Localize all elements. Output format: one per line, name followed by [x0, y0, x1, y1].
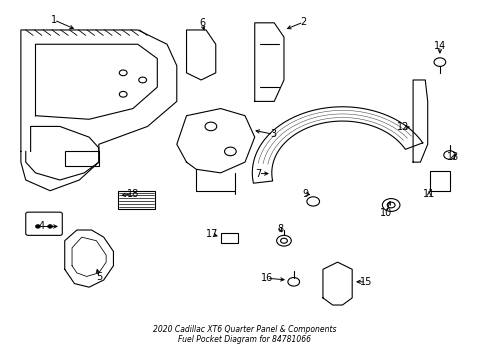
Text: 10: 10	[380, 208, 392, 218]
Text: 6: 6	[199, 18, 205, 28]
Bar	[118, 191, 155, 208]
Text: 1: 1	[51, 15, 57, 25]
Text: 14: 14	[434, 41, 446, 51]
Text: 8: 8	[277, 224, 284, 234]
Text: 3: 3	[270, 129, 276, 139]
Bar	[65, 152, 99, 166]
Text: 2: 2	[300, 17, 307, 27]
Circle shape	[35, 225, 40, 228]
Text: 4: 4	[38, 221, 45, 231]
Bar	[430, 171, 450, 191]
Text: 15: 15	[360, 277, 372, 287]
Text: 11: 11	[423, 189, 435, 199]
Circle shape	[48, 225, 52, 228]
Text: 7: 7	[255, 168, 262, 179]
Text: 9: 9	[302, 189, 309, 199]
Text: 2020 Cadillac XT6 Quarter Panel & Components
Fuel Pocket Diagram for 84781066: 2020 Cadillac XT6 Quarter Panel & Compon…	[153, 325, 337, 344]
Text: 5: 5	[96, 272, 102, 282]
Text: 13: 13	[447, 152, 460, 162]
Text: 12: 12	[397, 122, 410, 132]
Bar	[220, 233, 238, 243]
Text: 17: 17	[206, 229, 218, 239]
Text: 16: 16	[261, 273, 273, 283]
Text: 18: 18	[127, 189, 139, 199]
